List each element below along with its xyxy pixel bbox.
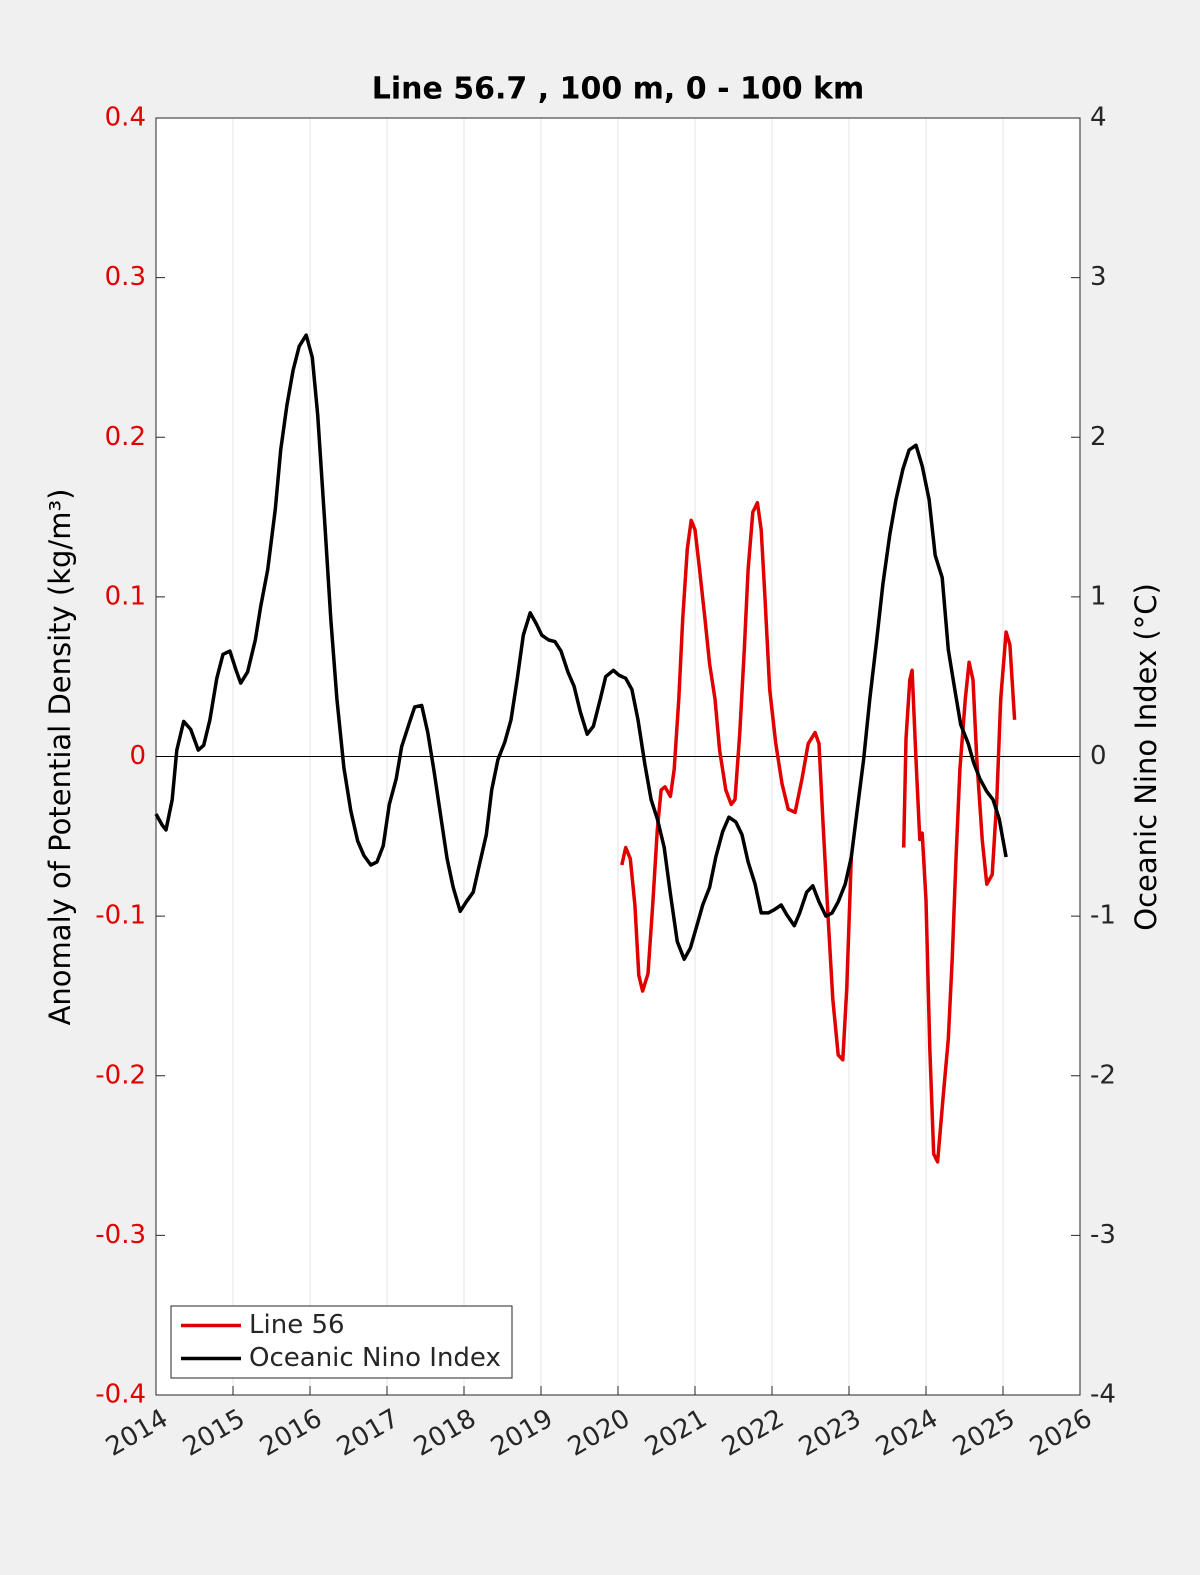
- y-tick-label: -0.3: [95, 1220, 146, 1250]
- legend-label: Oceanic Nino Index: [249, 1343, 501, 1373]
- y-tick-label: -0.2: [95, 1060, 146, 1090]
- y2-tick-label: 3: [1090, 262, 1107, 292]
- x-tick-label: 2017: [332, 1404, 404, 1463]
- y2-axis-label: Oceanic Nino Index (°C): [1129, 583, 1163, 931]
- y-tick-label: 0: [129, 741, 146, 771]
- x-tick-label: 2016: [255, 1404, 327, 1463]
- y2-tick-label: -1: [1090, 901, 1116, 931]
- x-tick-label: 2025: [948, 1404, 1020, 1463]
- y2-tick-label: 1: [1090, 581, 1107, 611]
- data-line: [620, 500, 1017, 1164]
- x-tick-label: 2018: [409, 1404, 481, 1463]
- x-tick-label: 2024: [871, 1404, 943, 1463]
- x-tick-label: 2022: [717, 1404, 789, 1463]
- x-tick-label: 2023: [794, 1404, 866, 1463]
- y-tick-label: 0.3: [105, 262, 146, 292]
- chart-title: Line 56.7 , 100 m, 0 - 100 km: [372, 72, 865, 107]
- x-tick-label: 2014: [101, 1404, 173, 1463]
- x-tick-label: 2015: [178, 1404, 250, 1463]
- y-tick-label: 0.4: [105, 103, 146, 133]
- x-tick-label: 2019: [486, 1404, 558, 1463]
- y-tick-label: -0.1: [95, 901, 146, 931]
- y2-tick-label: 4: [1090, 103, 1107, 133]
- y-tick-label: -0.4: [95, 1380, 146, 1410]
- x-tick-label: 2020: [563, 1404, 635, 1463]
- y-tick-label: 0.2: [105, 422, 146, 452]
- y-tick-label: 0.1: [105, 581, 146, 611]
- x-tick-label: 2021: [640, 1404, 712, 1463]
- y2-tick-label: -4: [1090, 1380, 1116, 1410]
- y2-tick-label: -3: [1090, 1220, 1116, 1250]
- legend-label: Line 56: [249, 1310, 345, 1340]
- y2-tick-label: -2: [1090, 1060, 1116, 1090]
- y2-tick-label: 0: [1090, 741, 1107, 771]
- data-line: [154, 333, 1008, 961]
- legend-box: [170, 1305, 513, 1379]
- y-axis-label: Anomaly of Potential Density (kg/m³): [43, 489, 77, 1026]
- x-tick-label: 2026: [1025, 1404, 1097, 1463]
- y2-tick-label: 2: [1090, 422, 1107, 452]
